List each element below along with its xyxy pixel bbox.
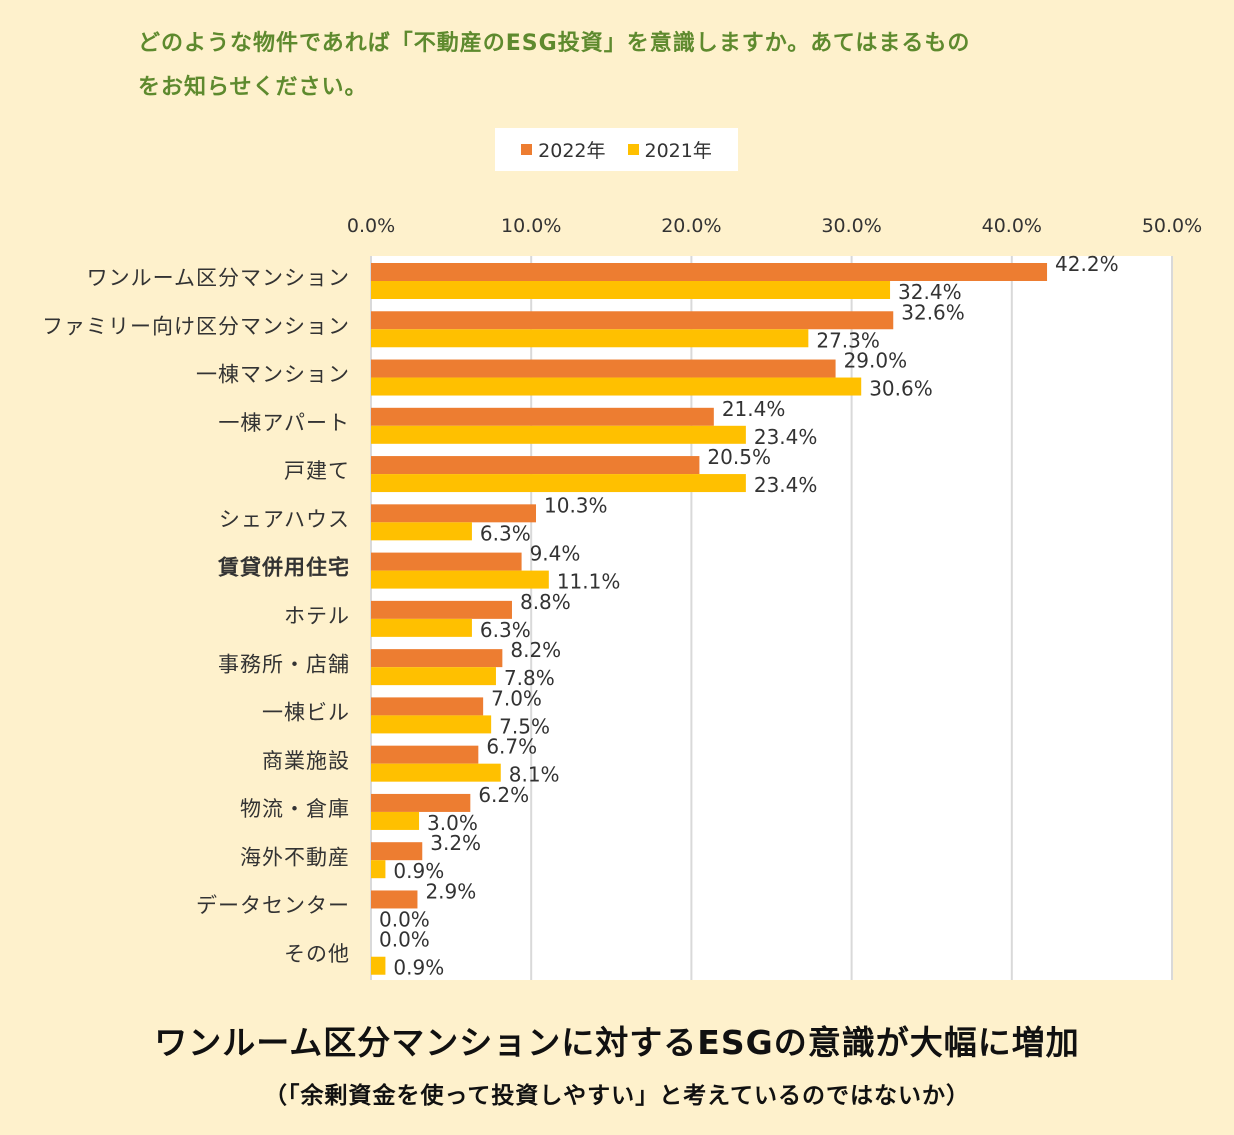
subline: （「余剰資金を使って投資しやすい」と考えているのではないか） bbox=[264, 1083, 970, 1109]
category-label: ホテル bbox=[284, 604, 350, 628]
bar-2022 bbox=[371, 263, 1048, 281]
data-label-2022: 2.9% bbox=[425, 879, 476, 903]
category-label: 商業施設 bbox=[262, 749, 350, 773]
data-label-2022: 42.2% bbox=[1055, 252, 1119, 276]
bar-2021 bbox=[371, 811, 420, 830]
data-label-2022: 21.4% bbox=[722, 397, 786, 421]
bar-2022 bbox=[371, 890, 418, 909]
x-tick-label: 0.0% bbox=[347, 215, 395, 237]
category-label: 一棟アパート bbox=[218, 411, 350, 435]
category-label: 一棟ビル bbox=[262, 701, 350, 725]
legend-item-2022: 2022年 bbox=[521, 136, 606, 163]
bar-2021 bbox=[371, 618, 472, 637]
data-label-2022: 6.2% bbox=[478, 783, 529, 807]
headline: ワンルーム区分マンションに対するESGの意識が大幅に増加 bbox=[154, 1023, 1080, 1062]
legend-item-2021: 2021年 bbox=[627, 136, 712, 163]
category-label: シェアハウス bbox=[219, 507, 350, 531]
x-tick-label: 50.0% bbox=[1142, 215, 1202, 237]
data-label-2022: 10.3% bbox=[544, 493, 608, 517]
data-label-2022: 6.7% bbox=[486, 735, 537, 759]
x-tick-label: 40.0% bbox=[982, 215, 1042, 237]
data-label-2021: 23.4% bbox=[754, 425, 818, 449]
bar-2021 bbox=[371, 425, 746, 444]
bar-2021 bbox=[371, 474, 746, 493]
legend-label-2021: 2021年 bbox=[644, 140, 712, 162]
bar-2021 bbox=[371, 956, 386, 975]
bar-2022 bbox=[371, 600, 512, 619]
category-label: 事務所・店舗 bbox=[218, 652, 350, 676]
bar-2022 bbox=[371, 745, 479, 764]
data-label-2021: 6.3% bbox=[480, 521, 531, 545]
bar-chart: 0.0% 10.0% 20.0% 30.0% 40.0% 50.0% ワンルーム区分マンショ… bbox=[42, 215, 1202, 980]
data-label-2022: 29.0% bbox=[844, 349, 908, 373]
data-label-2022: 9.4% bbox=[530, 542, 581, 566]
x-tick-label: 30.0% bbox=[821, 215, 881, 237]
data-label-2021: 0.9% bbox=[393, 859, 444, 883]
chart-title-line2: をお知らせください。 bbox=[138, 75, 368, 100]
category-label: データセンター bbox=[196, 894, 350, 918]
category-label: 海外不動産 bbox=[240, 845, 350, 869]
data-label-2021: 27.3% bbox=[816, 328, 880, 352]
category-label: 物流・倉庫 bbox=[240, 797, 350, 821]
bar-2021 bbox=[371, 329, 809, 348]
category-label: 一棟マンション bbox=[196, 363, 350, 387]
data-label-2021: 30.6% bbox=[869, 377, 933, 401]
chart-legend: 2022年 2021年 bbox=[495, 128, 738, 171]
category-label: その他 bbox=[284, 942, 350, 966]
bar-2022 bbox=[371, 552, 522, 571]
data-label-2021: 6.3% bbox=[480, 618, 531, 642]
legend-swatch-2021 bbox=[627, 144, 639, 155]
bar-2021 bbox=[371, 377, 862, 396]
bar-2022 bbox=[371, 504, 537, 523]
legend-label-2022: 2022年 bbox=[538, 140, 606, 162]
category-label: 戸建て bbox=[284, 459, 350, 483]
bar-2022 bbox=[371, 311, 894, 330]
data-label-2021: 0.0% bbox=[379, 907, 430, 931]
data-label-2021: 0.9% bbox=[393, 956, 444, 980]
bar-2021 bbox=[371, 281, 891, 299]
bar-2021 bbox=[371, 570, 549, 589]
data-label-2022: 20.5% bbox=[707, 445, 771, 469]
category-label: 賃貸併用住宅 bbox=[217, 556, 350, 580]
data-label-2022: 8.8% bbox=[520, 590, 571, 614]
x-tick-label: 10.0% bbox=[501, 215, 561, 237]
category-label: ワンルーム区分マンション bbox=[87, 266, 350, 290]
bar-2022 bbox=[371, 456, 700, 475]
data-label-2022: 7.0% bbox=[491, 686, 542, 710]
data-label-2022: 8.2% bbox=[510, 638, 561, 662]
bar-2022 bbox=[371, 407, 714, 426]
bar-2021 bbox=[371, 763, 501, 782]
data-label-2022: 0.0% bbox=[379, 928, 430, 952]
bar-2022 bbox=[371, 842, 423, 861]
bar-2021 bbox=[371, 860, 386, 879]
data-label-2021: 23.4% bbox=[754, 473, 818, 497]
data-label-2021: 11.1% bbox=[557, 570, 621, 594]
bar-2022 bbox=[371, 359, 836, 378]
category-label: ファミリー向け区分マンション bbox=[42, 314, 350, 338]
data-label-2021: 8.1% bbox=[509, 763, 560, 787]
chart-title-line1: どのような物件であれば「不動産のESG投資」を意識しますか。あてはまるもの bbox=[138, 31, 971, 56]
bar-2022 bbox=[371, 793, 471, 812]
chart-title: どのような物件であれば「不動産のESG投資」を意識しますか。あてはまるもの をお… bbox=[138, 22, 1138, 110]
data-label-2022: 32.6% bbox=[901, 300, 965, 324]
bar-2021 bbox=[371, 715, 492, 734]
data-label-2022: 3.2% bbox=[430, 831, 481, 855]
data-label-2021: 7.8% bbox=[504, 666, 555, 690]
data-label-2021: 3.0% bbox=[427, 811, 478, 835]
x-tick-label: 20.0% bbox=[661, 215, 721, 237]
bar-2021 bbox=[371, 667, 496, 686]
legend-swatch-2022 bbox=[521, 144, 533, 155]
data-label-2021: 32.4% bbox=[898, 280, 962, 304]
bar-2022 bbox=[371, 697, 484, 716]
bar-2022 bbox=[371, 649, 503, 668]
data-label-2021: 7.5% bbox=[499, 714, 550, 738]
bar-2021 bbox=[371, 522, 472, 541]
